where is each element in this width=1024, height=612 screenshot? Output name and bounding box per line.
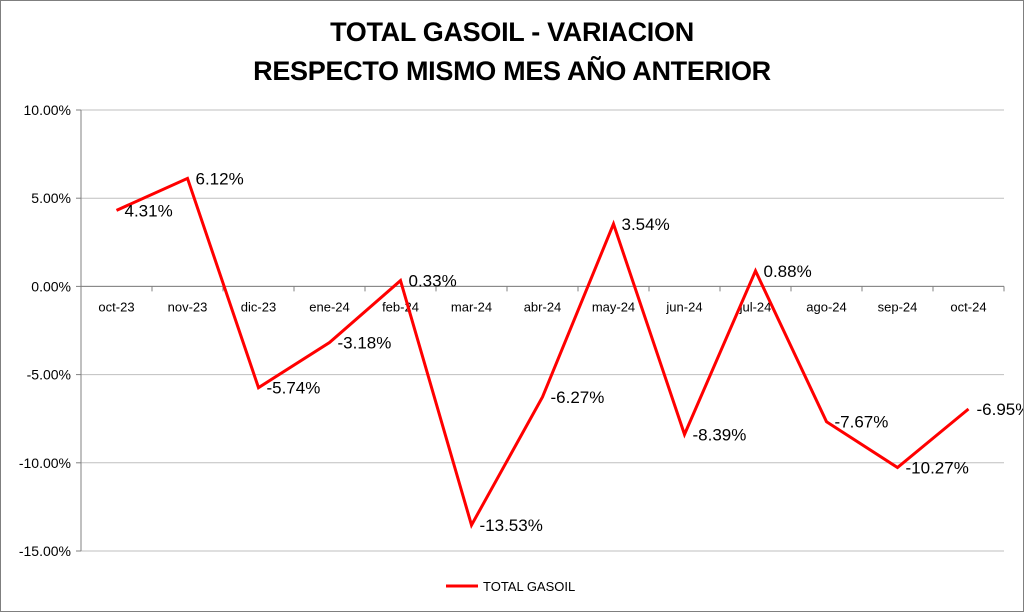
x-tick-label: oct-24 xyxy=(950,299,986,314)
chart-subtitle: RESPECTO MISMO MES AÑO ANTERIOR xyxy=(253,56,771,86)
data-label: 6.12% xyxy=(196,169,244,188)
chart-title: TOTAL GASOIL - VARIACION xyxy=(330,17,694,47)
x-tick-label: dic-23 xyxy=(241,299,276,314)
x-tick-label: sep-24 xyxy=(878,299,918,314)
x-tick-label: feb-24 xyxy=(382,299,419,314)
x-tick-label: nov-23 xyxy=(168,299,208,314)
data-label: -7.67% xyxy=(835,413,889,432)
x-tick-label: jul-24 xyxy=(739,299,772,314)
x-tick-label: may-24 xyxy=(592,299,635,314)
x-tick-label: ene-24 xyxy=(309,299,349,314)
legend-label: TOTAL GASOIL xyxy=(483,579,575,594)
data-label: 0.33% xyxy=(409,272,457,291)
y-tick-label: 5.00% xyxy=(31,190,71,206)
x-tick-label: abr-24 xyxy=(524,299,562,314)
data-label: 4.31% xyxy=(125,201,173,220)
x-tick-label: jun-24 xyxy=(665,299,702,314)
data-label: -10.27% xyxy=(906,459,969,478)
y-tick-label: -15.00% xyxy=(19,543,71,559)
data-label: -13.53% xyxy=(480,516,543,535)
x-tick-label: oct-23 xyxy=(98,299,134,314)
data-label: -6.27% xyxy=(551,388,605,407)
y-tick-label: -10.00% xyxy=(19,455,71,471)
series-line-total-gasoil xyxy=(115,176,970,529)
data-label: -8.39% xyxy=(693,425,747,444)
y-tick-label: 0.00% xyxy=(31,278,71,294)
data-label: 0.88% xyxy=(764,262,812,281)
data-label: -5.74% xyxy=(267,379,321,398)
data-label: -3.18% xyxy=(338,333,392,352)
x-tick-label: mar-24 xyxy=(451,299,492,314)
x-tick-label: ago-24 xyxy=(806,299,846,314)
y-tick-label: 10.00% xyxy=(24,102,71,118)
data-label: -6.95% xyxy=(977,400,1024,419)
data-label: 3.54% xyxy=(622,215,670,234)
y-tick-label: -5.00% xyxy=(27,367,71,383)
